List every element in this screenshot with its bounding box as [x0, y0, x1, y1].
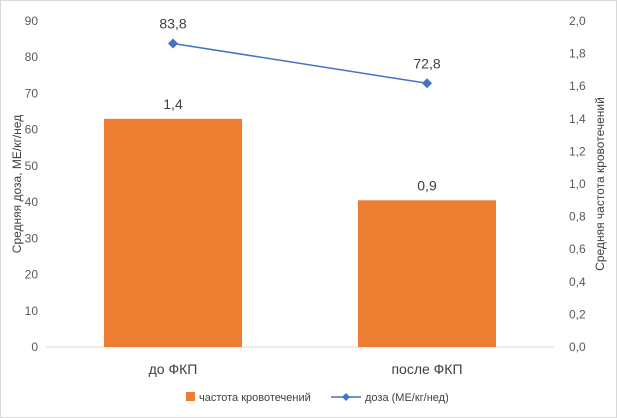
right-tick-label: 1,6: [569, 79, 586, 93]
line-data-label: 72,8: [413, 55, 440, 71]
legend-line-label: доза (МЕ/кг/нед): [365, 392, 449, 404]
right-axis-title: Средняя частота кровотечений: [593, 97, 607, 271]
right-tick-label: 0,6: [569, 242, 586, 256]
left-tick-label: 50: [25, 159, 39, 173]
category-labels: до ФКП после ФКП: [149, 361, 463, 377]
right-tick-label: 0,8: [569, 210, 586, 224]
right-tick-label: 1,4: [569, 112, 586, 126]
bar-data-label: 1,4: [163, 96, 183, 112]
legend-bar-swatch: [186, 392, 195, 401]
right-tick-label: 0,0: [569, 340, 586, 354]
legend: частота кровотечений доза (МЕ/кг/нед): [186, 392, 449, 404]
right-tick-label: 1,0: [569, 177, 586, 191]
category-label: до ФКП: [149, 361, 198, 377]
line-data-label: 83,8: [159, 15, 186, 31]
legend-bar-label: частота кровотечений: [199, 392, 311, 404]
bar: [104, 118, 242, 347]
bar: [358, 200, 496, 347]
line-path: [172, 42, 428, 85]
left-tick-label: 90: [25, 14, 39, 28]
line-point-marker: [422, 78, 432, 89]
right-axis-ticks: 0,0 0,2 0,4 0,6 0,8 1,0 1,2 1,4 1,6 1,8 2,0: [569, 14, 586, 354]
left-tick-label: 80: [25, 50, 39, 64]
right-tick-label: 1,8: [569, 47, 586, 61]
legend-diamond-marker: [342, 393, 350, 401]
right-tick-label: 0,4: [569, 275, 586, 289]
bar-series: 1,4 0,9: [104, 96, 496, 347]
right-tick-label: 0,2: [569, 307, 586, 321]
bar-data-label: 0,9: [417, 177, 437, 193]
left-tick-label: 70: [25, 86, 39, 100]
category-label: после ФКП: [391, 361, 462, 377]
left-tick-label: 40: [25, 195, 39, 209]
left-axis-ticks: 0 10 20 30 40 50 60 70 80 90: [25, 14, 39, 354]
right-tick-label: 2,0: [569, 14, 586, 28]
left-tick-label: 0: [31, 340, 38, 354]
line-series: 83,8 72,8: [159, 15, 441, 89]
right-tick-label: 1,2: [569, 144, 586, 158]
left-tick-label: 30: [25, 231, 39, 245]
left-tick-label: 60: [25, 123, 39, 137]
left-tick-label: 20: [25, 268, 39, 282]
line-point-marker: [168, 38, 178, 49]
left-tick-label: 10: [25, 304, 39, 318]
left-axis-title: Средняя доза, МЕ/кг/нед: [10, 115, 24, 253]
